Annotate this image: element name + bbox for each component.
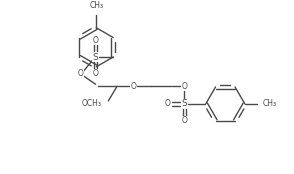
Text: S: S (93, 53, 98, 62)
Text: O: O (131, 82, 137, 91)
Text: O: O (93, 69, 98, 78)
Text: O: O (165, 99, 171, 108)
Text: O: O (181, 82, 187, 91)
Text: OCH₃: OCH₃ (81, 99, 101, 108)
Text: CH₃: CH₃ (89, 1, 103, 10)
Text: CH₃: CH₃ (262, 99, 276, 108)
Text: O: O (93, 36, 98, 45)
Text: S: S (181, 99, 187, 108)
Text: O: O (78, 69, 84, 78)
Text: O: O (181, 116, 187, 125)
